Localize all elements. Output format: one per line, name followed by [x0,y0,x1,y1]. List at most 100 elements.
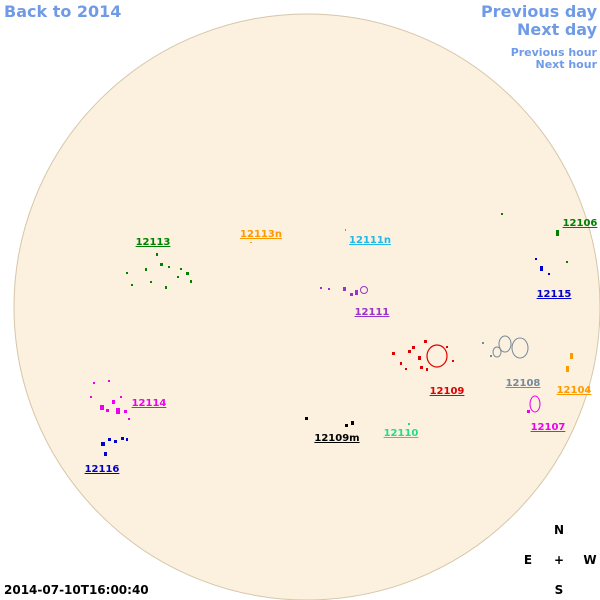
spot-group [501,213,568,263]
timestamp: 2014-07-10T16:00:40 [4,583,149,597]
sunspot [126,438,128,441]
sunspot [360,286,368,294]
sunspot [156,253,158,256]
back-link[interactable]: Back to 2014 [4,2,121,21]
sunspot [121,437,124,440]
spot-group [345,229,346,231]
sunspot [177,276,179,278]
sunspot [446,346,448,348]
sunspot [405,368,407,370]
sunspot [498,335,512,353]
sunspot [120,396,122,398]
sunspot [320,287,322,289]
sunspot [408,423,410,425]
sunspot [104,452,107,456]
sunspot [124,410,127,413]
sunspot [343,287,346,291]
spot-group [101,437,128,456]
region-label[interactable]: 12109 [430,386,465,397]
sunspot [529,395,541,413]
sunspot [418,356,421,360]
sunspot [180,268,182,270]
sunspot [540,266,543,271]
region-label[interactable]: 12113 [136,237,171,248]
sunspot [420,366,423,369]
sunspot [511,337,529,359]
sunspot [452,360,454,362]
spot-group [250,242,252,243]
region-label[interactable]: 12109m [314,433,359,444]
sunspot [90,396,92,398]
sunspot [400,362,402,365]
sunspot [426,344,448,368]
sunspot [112,400,115,404]
previous-day-link[interactable]: Previous day [481,2,598,21]
sunspot [566,366,569,372]
compass-east: E [524,553,532,567]
sunspot [108,438,111,441]
sunspot [570,353,573,359]
sunspot [165,286,167,289]
next-day-link[interactable]: Next day [517,20,598,39]
spot-group [305,417,354,427]
sunspot [186,272,189,275]
compass-north: N [554,523,564,537]
region-label[interactable]: 12108 [506,378,541,389]
spot-group [126,253,192,289]
sunspot [548,273,550,275]
compass-south: S [555,583,564,597]
region-label[interactable]: 12115 [537,289,572,300]
sunspot [250,242,252,243]
region-label[interactable]: 12111 [355,307,390,318]
spot-group [527,395,541,413]
sunspot [412,346,415,349]
compass-west: W [583,553,596,567]
region-label[interactable]: 12116 [85,464,120,475]
spot-group [566,353,573,372]
sunspot [101,442,105,446]
previous-hour-link[interactable]: Previous hour [511,46,598,59]
spot-group [320,286,368,296]
sunspot [501,213,503,215]
sunspot [424,340,427,343]
region-label[interactable]: 12114 [132,398,167,409]
sunspot [345,229,346,231]
spot-group [535,258,550,275]
region-label[interactable]: 12110 [384,428,419,439]
sunspot [490,355,492,357]
sunspot [392,352,395,355]
sunspot [128,418,130,420]
sunspot [556,230,559,236]
sunspot [350,293,353,296]
region-label[interactable]: 12113n [240,229,282,240]
sunspot [145,268,147,271]
sunspot [116,408,120,414]
sunspot [160,263,163,266]
region-label[interactable]: 12111n [349,235,391,246]
spot-group [482,335,529,359]
region-label[interactable]: 12107 [531,422,566,433]
spot-group [392,340,454,371]
region-label[interactable]: 12106 [563,218,598,229]
compass-center: + [554,553,564,567]
next-hour-link[interactable]: Next hour [536,58,598,71]
sunspot [168,266,170,268]
sunspot [426,368,428,371]
sunspot [305,417,308,420]
sunspot [535,258,537,260]
spot-group [90,380,130,420]
sunspot [100,405,104,410]
sunspot [351,421,354,425]
sunspot [566,261,568,263]
sunspot [527,410,530,413]
sunspot [492,346,502,358]
sunspot [482,342,484,344]
sunspot [108,380,110,382]
sunspot [355,290,358,295]
sunspot [131,284,133,286]
region-label[interactable]: 12104 [557,385,592,396]
sunspot [126,272,128,274]
sunspot [114,440,117,443]
sunspot [190,280,192,283]
